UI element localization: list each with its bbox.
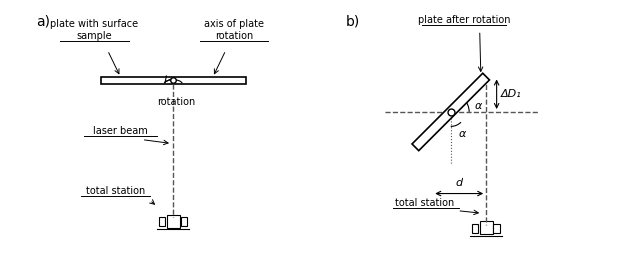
Text: α: α: [459, 129, 466, 139]
Text: ΔD₁: ΔD₁: [500, 89, 521, 99]
Text: α: α: [474, 101, 482, 111]
Text: a): a): [36, 15, 51, 28]
FancyBboxPatch shape: [101, 77, 246, 84]
FancyBboxPatch shape: [158, 217, 165, 226]
FancyBboxPatch shape: [479, 221, 493, 234]
Text: rotation: rotation: [157, 97, 195, 107]
Polygon shape: [412, 73, 489, 151]
FancyBboxPatch shape: [472, 224, 478, 233]
FancyBboxPatch shape: [494, 224, 500, 233]
Text: axis of plate
rotation: axis of plate rotation: [204, 19, 264, 41]
Text: total station: total station: [85, 186, 145, 196]
Text: plate with surface
sample: plate with surface sample: [50, 19, 139, 41]
Text: b): b): [346, 15, 359, 28]
FancyBboxPatch shape: [180, 217, 187, 226]
Text: total station: total station: [395, 198, 454, 208]
Text: d: d: [456, 178, 463, 188]
Text: laser beam: laser beam: [93, 126, 148, 136]
FancyBboxPatch shape: [167, 215, 180, 228]
Text: plate after rotation: plate after rotation: [417, 15, 510, 25]
